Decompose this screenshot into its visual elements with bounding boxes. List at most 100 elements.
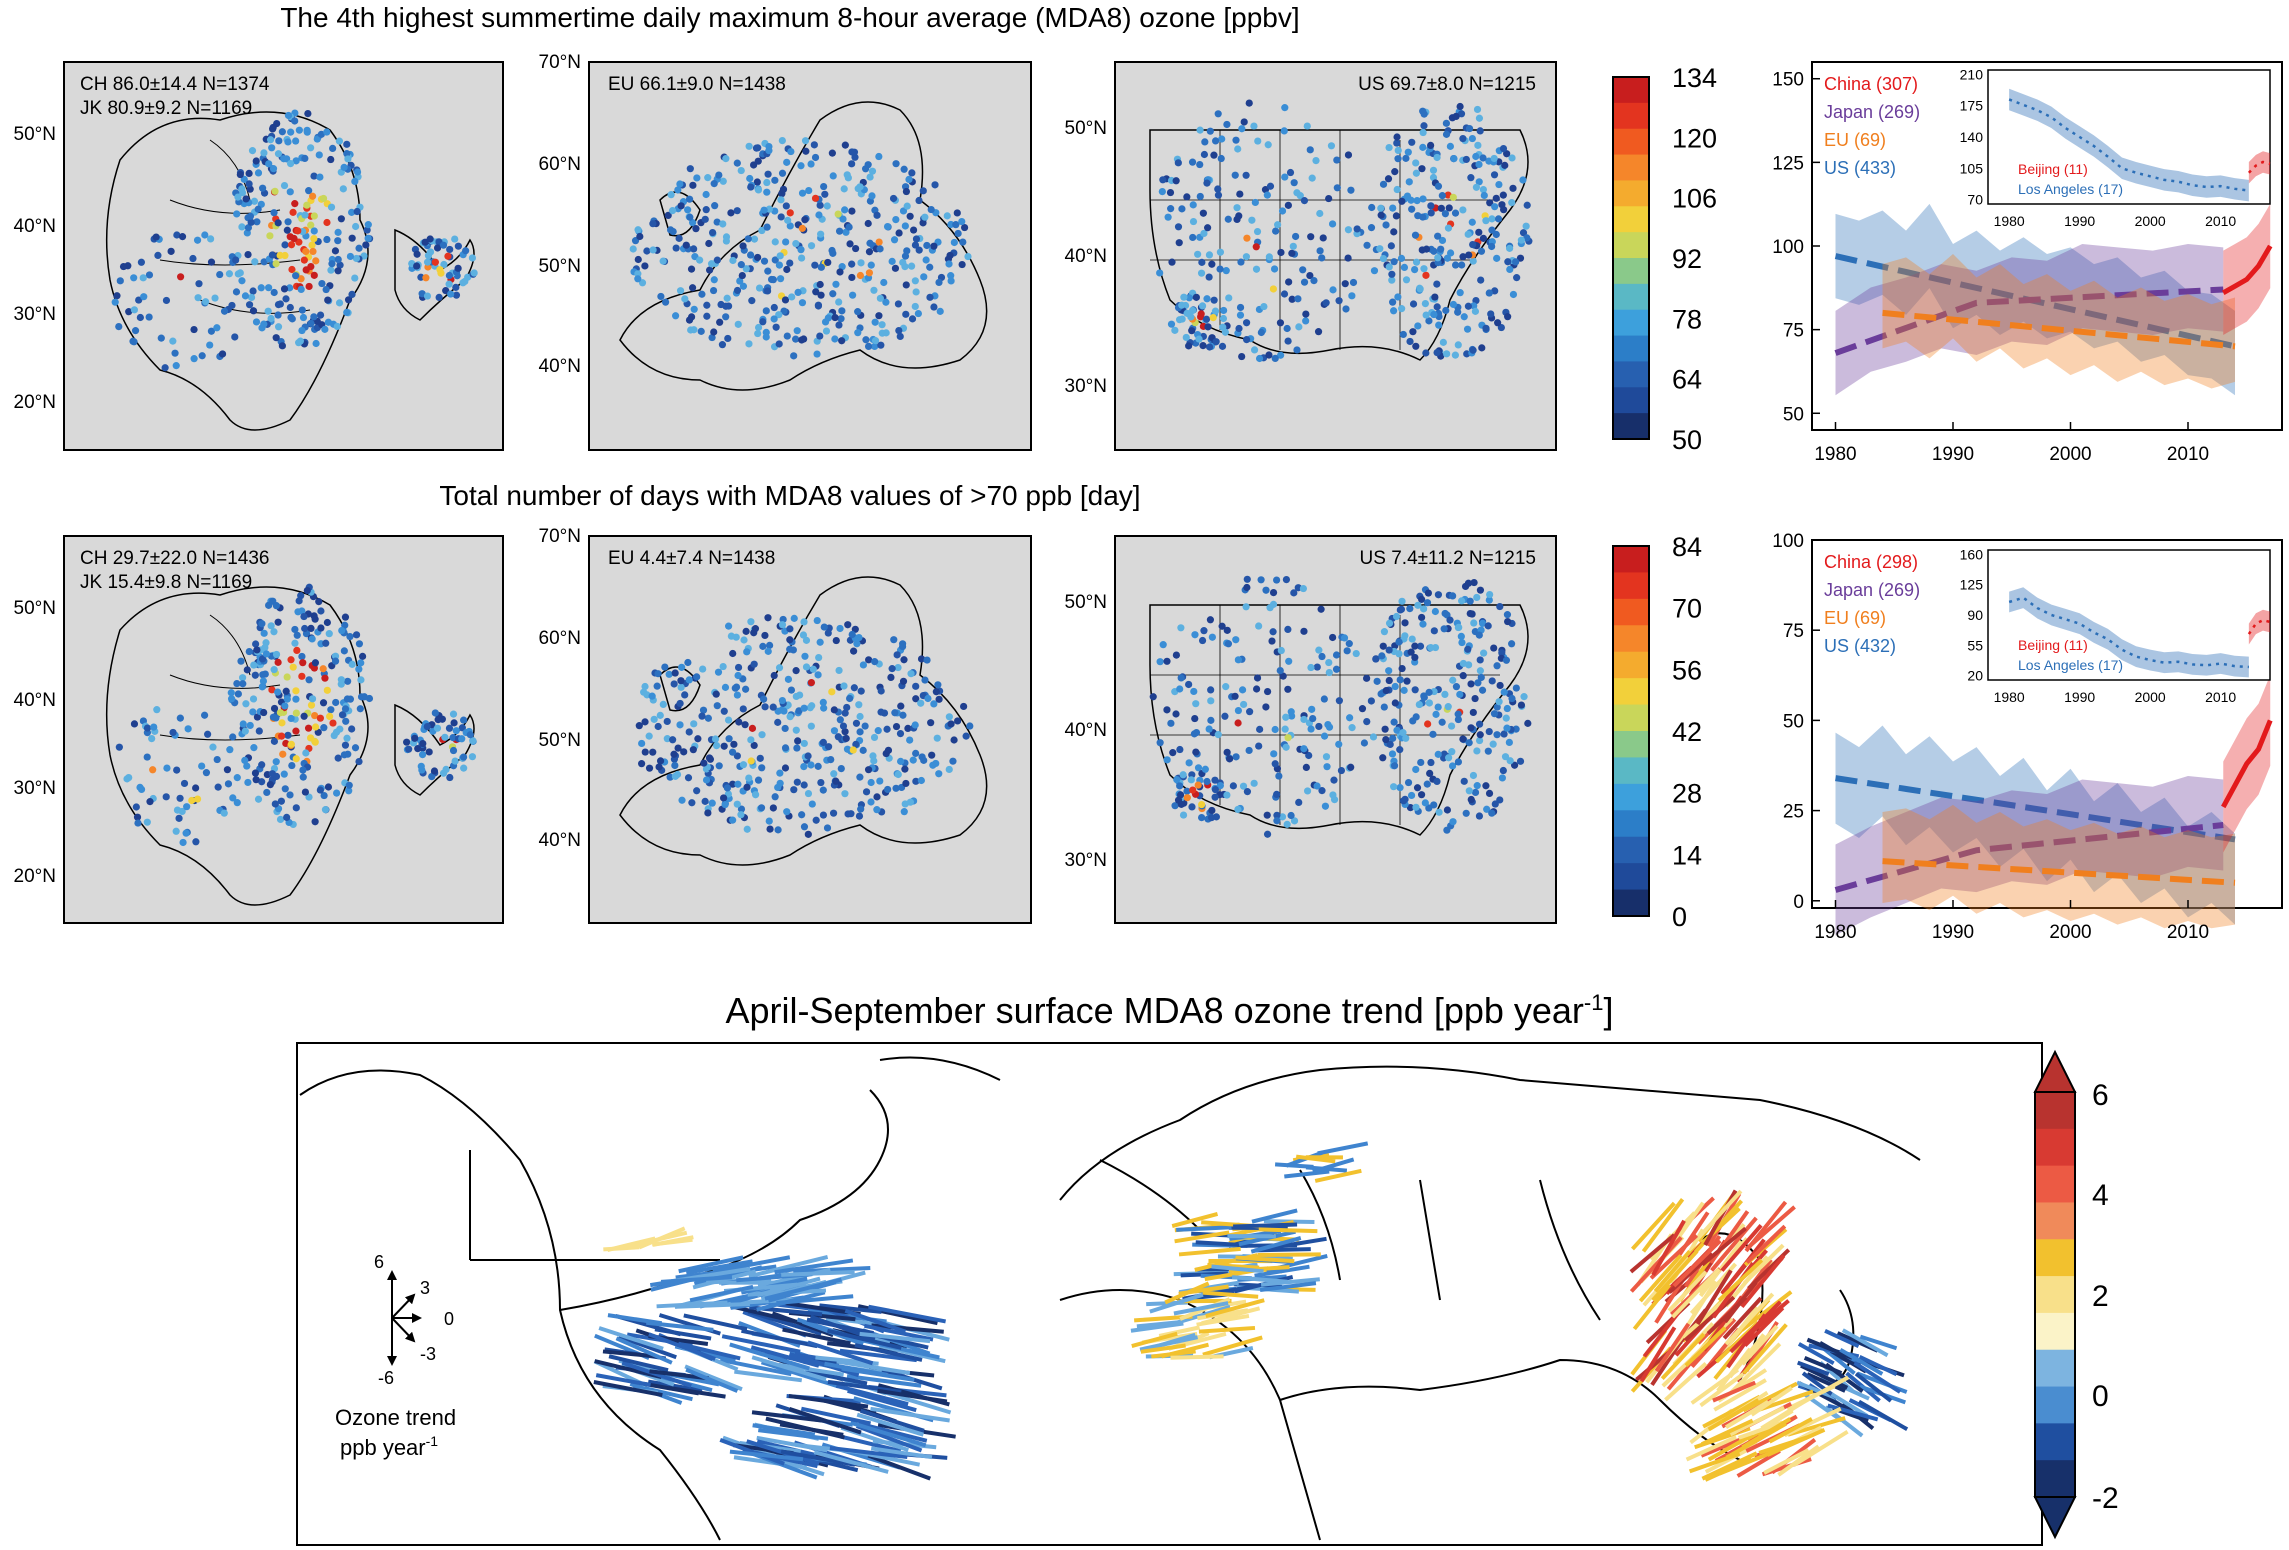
- station-dot: [441, 733, 449, 741]
- station-dot: [1236, 311, 1245, 319]
- station-dot: [1488, 677, 1496, 685]
- station-dot: [629, 245, 637, 253]
- station-dot: [779, 185, 788, 193]
- station-dot: [829, 290, 837, 298]
- station-dot: [1471, 694, 1479, 703]
- station-dot: [1321, 802, 1330, 810]
- station-dot: [906, 212, 914, 220]
- station-dot: [252, 157, 260, 165]
- station-dot: [1189, 201, 1197, 209]
- station-dot: [1220, 306, 1228, 315]
- station-dot: [876, 294, 884, 302]
- station-dot: [1174, 223, 1183, 231]
- station-dot: [829, 172, 837, 180]
- colorbar-segment: [2035, 1165, 2075, 1203]
- station-dot: [775, 261, 784, 269]
- station-dot: [896, 332, 904, 341]
- inset-frame: [1987, 69, 2271, 205]
- station-dot: [1395, 638, 1403, 646]
- station-dot: [764, 287, 772, 295]
- station-dot: [341, 613, 350, 621]
- station-dot: [1277, 248, 1285, 257]
- station-dot: [134, 819, 142, 827]
- station-dot: [311, 738, 319, 746]
- trend-arrow: [595, 1373, 651, 1387]
- station-dot: [449, 746, 458, 755]
- trend-arrow: [1694, 1199, 1744, 1254]
- station-dot: [246, 212, 255, 220]
- station-dot: [1395, 650, 1403, 658]
- station-dot: [135, 296, 143, 304]
- station-dot: [291, 625, 299, 634]
- station-dot: [266, 781, 274, 789]
- station-dot: [1183, 787, 1191, 795]
- station-dot: [1394, 146, 1402, 155]
- station-dot: [835, 666, 843, 675]
- station-dot: [1409, 328, 1417, 336]
- station-dot: [287, 313, 295, 321]
- station-dot: [1276, 319, 1285, 327]
- station-dot: [1163, 706, 1171, 714]
- station-dot: [169, 337, 177, 345]
- trend-arrow: [683, 1313, 748, 1332]
- station-dot: [1340, 634, 1349, 642]
- station-dot: [952, 221, 960, 229]
- station-dot: [1390, 307, 1398, 315]
- colorbar-top-triangle: [2033, 1049, 2077, 1093]
- station-dot: [238, 223, 246, 231]
- station-dot: [1509, 290, 1518, 299]
- station-dot: [797, 246, 805, 254]
- station-dot: [1182, 333, 1190, 342]
- station-dot: [1279, 672, 1287, 680]
- station-dot: [1488, 809, 1496, 817]
- station-dot: [179, 838, 187, 847]
- station-dot: [418, 766, 426, 774]
- trend-arrow: [1175, 1304, 1231, 1325]
- station-dot: [911, 277, 919, 285]
- station-dot: [291, 200, 299, 208]
- station-dot: [305, 676, 313, 684]
- station-dot: [1488, 242, 1496, 251]
- station-dot: [838, 307, 846, 315]
- station-dot: [912, 682, 920, 690]
- station-dot: [820, 704, 828, 712]
- station-dot: [172, 827, 180, 835]
- station-dot: [216, 270, 224, 279]
- station-dot: [274, 688, 282, 696]
- y-tick-label: 50: [1783, 404, 1804, 425]
- station-dot: [739, 242, 747, 250]
- station-dot: [444, 252, 452, 260]
- station-dot: [868, 192, 876, 200]
- station-dot: [343, 734, 351, 742]
- station-dot: [1391, 699, 1399, 707]
- station-dot: [1401, 619, 1409, 627]
- station-dot: [287, 714, 295, 723]
- station-dot: [1454, 308, 1462, 316]
- station-dot: [1229, 782, 1237, 790]
- station-dot: [920, 756, 928, 764]
- station-dot: [311, 818, 319, 826]
- station-dot: [728, 748, 737, 756]
- station-dot: [422, 274, 430, 282]
- station-dot: [470, 269, 478, 277]
- station-dot: [218, 350, 227, 358]
- station-dot: [319, 699, 328, 707]
- station-dot: [1302, 763, 1310, 771]
- station-dot: [1171, 326, 1179, 334]
- station-dot: [856, 271, 865, 280]
- trend-arrow: [1650, 1336, 1686, 1387]
- station-dot: [705, 239, 713, 248]
- station-dot: [641, 682, 649, 691]
- station-dot: [788, 293, 796, 301]
- station-dot: [317, 607, 325, 615]
- station-dot: [798, 224, 806, 232]
- station-dot: [1477, 247, 1486, 255]
- station-dot: [742, 265, 750, 273]
- trend-arrow: [1729, 1300, 1782, 1354]
- station-dot: [258, 683, 266, 691]
- station-dot: [1385, 646, 1393, 654]
- trend-arrow: [651, 1237, 693, 1247]
- station-dot: [1390, 228, 1398, 236]
- station-dot: [1212, 338, 1220, 346]
- station-dot: [1174, 159, 1182, 167]
